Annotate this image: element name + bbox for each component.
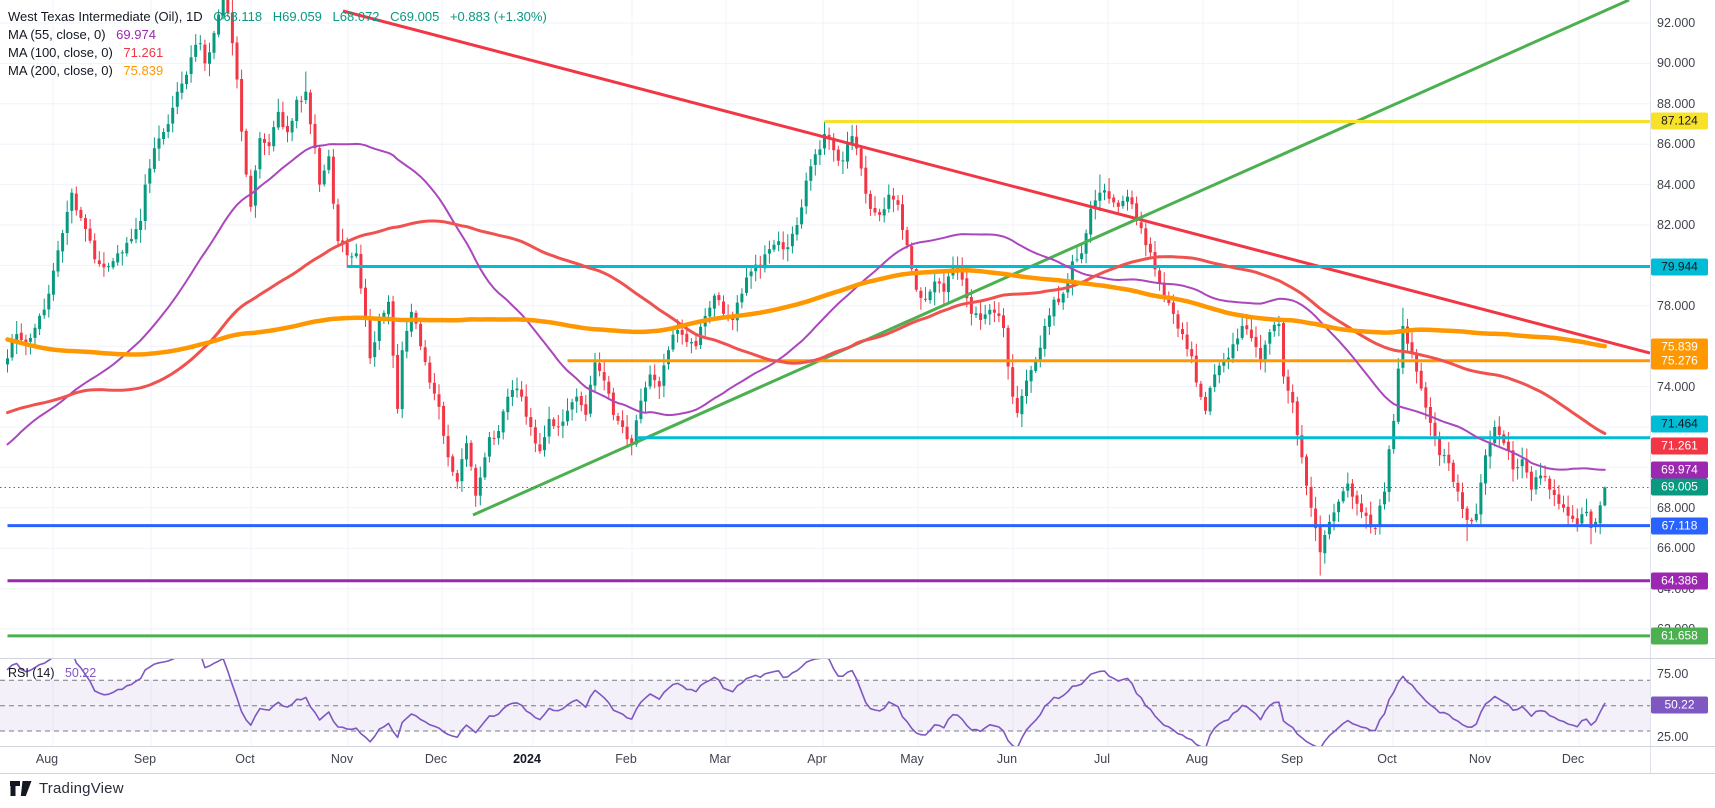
rsi-tick-75.00: 75.00 bbox=[1657, 667, 1689, 681]
ma200-line bbox=[5, 268, 1608, 357]
time-tick-2024: 2024 bbox=[513, 752, 541, 766]
level-badge-67.118: 67.118 bbox=[1651, 517, 1708, 535]
price-tick-92.000: 92.000 bbox=[1657, 16, 1696, 30]
rsi-line bbox=[6, 658, 1606, 746]
level-badge-64.386: 64.386 bbox=[1651, 572, 1708, 590]
rsi-pane bbox=[0, 658, 1650, 746]
price-tick-66.000: 66.000 bbox=[1657, 541, 1696, 555]
rsi-value-badge: 50.22 bbox=[1651, 696, 1708, 714]
time-tick-Nov: Nov bbox=[330, 752, 354, 766]
level-badge-61.658: 61.658 bbox=[1651, 627, 1708, 645]
ma100-line bbox=[6, 219, 1607, 435]
current-price-badge: 69.005 bbox=[1651, 478, 1708, 496]
ma-badge-71.261: 71.261 bbox=[1651, 437, 1708, 455]
ma-badge-69.974: 69.974 bbox=[1651, 461, 1708, 479]
ma-badge-75.839: 75.839 bbox=[1651, 338, 1708, 356]
level-badge-87.124: 87.124 bbox=[1651, 112, 1708, 130]
time-tick-Sep: Sep bbox=[1280, 752, 1304, 766]
time-tick-Nov: Nov bbox=[1468, 752, 1492, 766]
price-tick-82.000: 82.000 bbox=[1657, 218, 1696, 232]
price-tick-84.000: 84.000 bbox=[1657, 178, 1696, 192]
ma55-line bbox=[6, 142, 1606, 471]
time-tick-Sep: Sep bbox=[133, 752, 157, 766]
time-tick-Aug: Aug bbox=[35, 752, 59, 766]
time-tick-Oct: Oct bbox=[1377, 752, 1397, 766]
level-badge-71.464: 71.464 bbox=[1651, 415, 1708, 433]
time-tick-Aug: Aug bbox=[1185, 752, 1209, 766]
time-tick-May: May bbox=[900, 752, 924, 766]
trendline-ascending-support[interactable] bbox=[472, 0, 1630, 517]
time-tick-Feb: Feb bbox=[615, 752, 637, 766]
time-tick-Dec: Dec bbox=[1561, 752, 1585, 766]
level-badge-79.944: 79.944 bbox=[1651, 258, 1708, 276]
time-tick-Jun: Jun bbox=[996, 752, 1018, 766]
time-tick-Apr: Apr bbox=[807, 752, 827, 766]
grid-lines bbox=[0, 0, 1650, 746]
price-tick-78.000: 78.000 bbox=[1657, 299, 1696, 313]
footer-separator bbox=[0, 773, 1715, 774]
price-axis-separator bbox=[1650, 0, 1651, 773]
brand-name: TradingView bbox=[39, 780, 124, 797]
price-tick-90.000: 90.000 bbox=[1657, 56, 1696, 70]
candles-layer bbox=[6, 0, 1607, 576]
price-tick-68.000: 68.000 bbox=[1657, 501, 1696, 515]
time-tick-Oct: Oct bbox=[235, 752, 255, 766]
rsi-tick-25.00: 25.00 bbox=[1657, 730, 1689, 744]
tradingview-attribution[interactable]: TradingView bbox=[10, 780, 124, 797]
time-tick-Jul: Jul bbox=[1094, 752, 1110, 766]
price-tick-88.000: 88.000 bbox=[1657, 97, 1696, 111]
pane-separator[interactable] bbox=[0, 658, 1715, 659]
time-axis-separator bbox=[0, 746, 1715, 747]
price-tick-86.000: 86.000 bbox=[1657, 137, 1696, 151]
time-tick-Dec: Dec bbox=[424, 752, 448, 766]
trendline-descending-resistance[interactable] bbox=[342, 9, 1650, 355]
price-tick-74.000: 74.000 bbox=[1657, 380, 1696, 394]
level-badge-75.276: 75.276 bbox=[1651, 352, 1708, 370]
tradingview-logo-icon bbox=[10, 781, 32, 796]
time-tick-Mar: Mar bbox=[709, 752, 731, 766]
